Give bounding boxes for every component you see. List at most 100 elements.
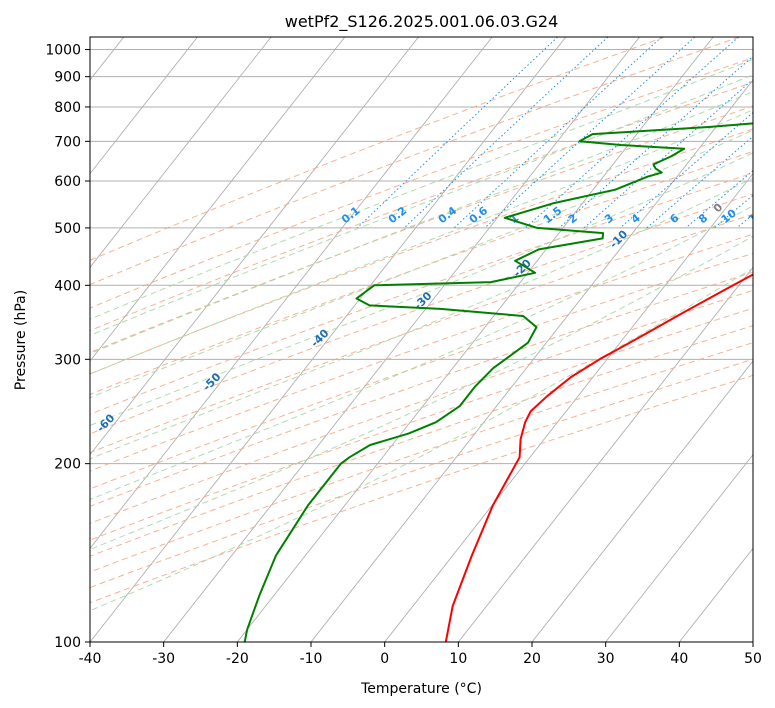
isotherm-line bbox=[384, 172, 753, 642]
dry-adiabat bbox=[90, 374, 753, 604]
y-tick-label: 1000 bbox=[45, 43, 81, 59]
y-axis-label: Pressure (hPa) bbox=[13, 290, 29, 390]
temperature-series bbox=[444, 273, 753, 642]
mixing-ratio-line bbox=[583, 78, 753, 229]
dry-adiabat bbox=[90, 150, 753, 395]
x-tick-label: -30 bbox=[152, 651, 175, 667]
x-tick-label: 40 bbox=[670, 651, 688, 667]
mixing-ratio-label: 4 bbox=[629, 211, 643, 226]
mixing-ratio-lines bbox=[356, 37, 775, 229]
dry-adiabat bbox=[90, 172, 753, 415]
isotherm-line bbox=[90, 37, 198, 175]
y-tick-label: 600 bbox=[54, 174, 81, 190]
isotherm-line bbox=[236, 37, 714, 642]
x-tick-label: 30 bbox=[597, 651, 615, 667]
moist-adiabats bbox=[90, 58, 753, 612]
dry-adiabat bbox=[90, 105, 753, 354]
dry-adiabat bbox=[90, 289, 753, 524]
dry-adiabat bbox=[90, 325, 753, 557]
x-tick-label: 10 bbox=[449, 651, 467, 667]
y-tick-label: 900 bbox=[54, 70, 81, 86]
mixing-ratio-label: 16 bbox=[768, 206, 775, 226]
dewpoint-series bbox=[243, 122, 753, 642]
moist-adiabat bbox=[90, 58, 753, 320]
y-tick-label: 400 bbox=[54, 278, 81, 294]
isotherm-line bbox=[90, 37, 567, 642]
x-tick-label: -20 bbox=[226, 651, 249, 667]
isotherm-label: -70 bbox=[0, 454, 11, 477]
isotherm-line bbox=[163, 37, 640, 642]
x-axis-label: Temperature (°C) bbox=[360, 681, 482, 697]
moist-adiabat bbox=[90, 205, 753, 501]
y-tick-label: 100 bbox=[54, 635, 81, 651]
y-tick-label: 800 bbox=[54, 100, 81, 116]
isotherm-label: -10 bbox=[607, 227, 630, 250]
isotherm-line bbox=[531, 360, 753, 642]
profile-series bbox=[243, 122, 753, 642]
y-tick-label: 500 bbox=[54, 221, 81, 237]
mixing-ratio-label: 13 bbox=[746, 207, 766, 227]
dry-adiabats bbox=[90, 37, 753, 604]
isotherm-line bbox=[90, 37, 493, 550]
moist-adiabat bbox=[90, 91, 753, 355]
isotherm-label: -60 bbox=[94, 411, 117, 434]
x-tick-label: 20 bbox=[523, 651, 541, 667]
dry-adiabat bbox=[90, 271, 753, 507]
y-axis: 100 200 300 400 500 600 700 800 900 1000 bbox=[45, 43, 90, 651]
moist-adiabat bbox=[90, 129, 753, 399]
moist-adiabat bbox=[90, 152, 753, 427]
mixing-ratio-line bbox=[453, 37, 662, 229]
mixing-ratio-line bbox=[764, 37, 775, 228]
dry-adiabat bbox=[90, 307, 753, 541]
mixing-ratio-label: 8 bbox=[696, 211, 710, 226]
mixing-ratio-line bbox=[646, 135, 753, 229]
dry-adiabat bbox=[90, 37, 740, 286]
mixing-ratio-line bbox=[403, 37, 609, 229]
isotherm-line bbox=[90, 37, 346, 362]
mixing-ratio-line bbox=[558, 55, 753, 229]
mixing-ratio-label: 0.4 bbox=[436, 204, 460, 226]
moist-adiabat bbox=[90, 177, 753, 460]
isotherm-label: -40 bbox=[308, 326, 331, 349]
moist-adiabat bbox=[90, 109, 753, 375]
chart-title: wetPf2_S126.2025.001.06.03.G24 bbox=[285, 12, 559, 32]
mixing-ratio-line bbox=[484, 37, 696, 229]
isotherm-line bbox=[90, 37, 419, 456]
dry-adiabat bbox=[90, 193, 753, 435]
dry-adiabat bbox=[90, 128, 753, 375]
dry-adiabat bbox=[90, 358, 753, 589]
dry-adiabat bbox=[90, 233, 753, 472]
mixing-ratio-line bbox=[356, 37, 558, 229]
isotherm-grid bbox=[90, 37, 753, 642]
isotherm-label: -50 bbox=[200, 370, 223, 393]
isotherm-line bbox=[310, 79, 753, 642]
x-tick-label: -40 bbox=[79, 651, 102, 667]
mixing-ratio-line bbox=[713, 194, 753, 229]
plot-area: 0.10.20.40.611.52346810131620253036-100-… bbox=[0, 37, 775, 642]
isotherm-line bbox=[457, 266, 753, 642]
moist-adiabat bbox=[90, 267, 753, 612]
dry-adiabat bbox=[90, 252, 753, 490]
mixing-ratio-label: 0.6 bbox=[467, 204, 491, 226]
mixing-ratio-line bbox=[619, 111, 753, 229]
x-tick-label: -10 bbox=[300, 651, 323, 667]
y-tick-label: 300 bbox=[54, 352, 81, 368]
dry-adiabat bbox=[90, 37, 665, 261]
y-tick-label: 700 bbox=[54, 134, 81, 150]
isopleth-labels: 0.10.20.40.611.52346810131620253036-100-… bbox=[0, 200, 775, 477]
isotherm-line bbox=[605, 453, 753, 642]
moist-adiabat bbox=[90, 235, 753, 550]
dry-adiabat bbox=[90, 342, 753, 573]
isobar-grid bbox=[90, 49, 753, 642]
dry-adiabat bbox=[90, 57, 753, 309]
mixing-ratio-label: 2 bbox=[566, 211, 580, 226]
x-tick-label: 0 bbox=[380, 651, 389, 667]
mixing-ratio-label: 1.5 bbox=[541, 204, 564, 226]
dry-adiabat bbox=[90, 81, 753, 332]
mixing-ratio-label: 0.2 bbox=[386, 204, 409, 226]
isotherm-line bbox=[752, 641, 753, 642]
mixing-ratio-label: 3 bbox=[602, 211, 616, 226]
y-tick-label: 200 bbox=[54, 457, 81, 473]
x-axis: -40 -30 -20 -10 0 10 20 30 40 50 bbox=[79, 642, 762, 667]
